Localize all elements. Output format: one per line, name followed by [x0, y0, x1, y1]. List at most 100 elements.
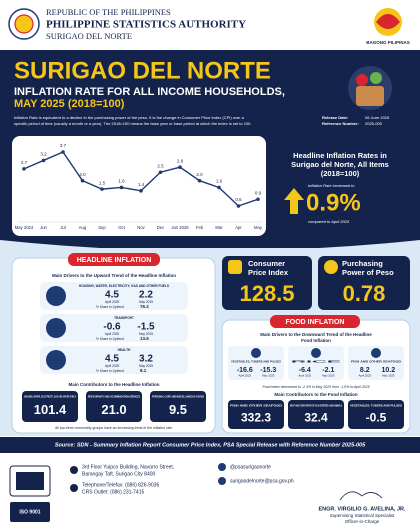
grocery-item — [370, 72, 382, 84]
driver-row — [40, 314, 188, 342]
food-contributors-title: Main Contributors to the Food Inflation — [274, 392, 357, 397]
x-tick-label: Apr — [235, 225, 242, 230]
x-tick-label: May 2024 — [15, 225, 34, 230]
food-tab-text: FOOD INFLATION — [286, 319, 345, 326]
data-label: 2.8 — [177, 158, 184, 163]
period-label: May 2025 — [139, 300, 153, 304]
logo-text: BAGONG PILIPINAS — [366, 40, 410, 45]
period-label: May 2025 — [322, 374, 335, 378]
line-chart: May 2024 2.7 Jun 3.2 Jul 3.7 Aug 2.0 Sep 1.5 Oct 1.… — [15, 143, 263, 230]
period-label: April 2025 — [105, 364, 120, 368]
period-label: April 2025 — [105, 300, 120, 304]
contributor-box — [150, 391, 206, 422]
bagong-pilipinas-mark — [376, 14, 400, 29]
x-tick-label: Dec — [157, 225, 164, 230]
crs-outlet: CRS Outlet: (086) 231-7415 — [82, 489, 144, 495]
data-label: 1.6 — [118, 179, 125, 184]
food-driver-icon — [311, 348, 321, 358]
ppp-value: 0.78 — [343, 281, 386, 306]
driver-name: HOUSING, WATER, ELECTRICITY, GAS AND OTH… — [79, 284, 169, 288]
point — [22, 167, 26, 171]
contributor-value: 332.3 — [241, 411, 271, 425]
food-driver-may: -2.1 — [322, 367, 334, 374]
driver-april: -0.6 — [103, 322, 121, 333]
facebook-icon — [218, 463, 226, 471]
driver-icon — [46, 286, 66, 306]
grocery-bag — [356, 86, 384, 106]
contributor-name: MEAT AND OTHER PARTS OF SLAUGHTERED LAND… — [290, 404, 342, 408]
driver-row — [40, 346, 188, 374]
food-drivers-title: Main Drivers to the Downward Trend of th… — [260, 332, 372, 337]
point — [197, 178, 202, 183]
x-tick-label: May — [254, 225, 263, 230]
summary-title: (2018=100) — [321, 169, 360, 178]
data-label: 2.0 — [196, 172, 203, 177]
contributor-box — [348, 400, 404, 429]
contributor-name: PERSONAL CARE AND MISCELLANEOUS GOODS — [152, 395, 204, 399]
food-driver-may: -15.3 — [260, 367, 276, 374]
point — [139, 189, 143, 193]
food-driver-icon — [251, 348, 261, 358]
x-tick-label: Jan 2025 — [171, 225, 189, 230]
reference-number: 2025-009 — [365, 121, 383, 126]
contributor-name: HOUSING, WATER, ELECTRICITY, GAS AND OTH… — [24, 395, 76, 399]
driver-icon — [46, 350, 66, 370]
point — [158, 170, 163, 175]
headline-contributors-title: Main Contributors to the Headline Inflat… — [69, 382, 160, 387]
country: REPUBLIC OF THE PHILIPPINES — [46, 7, 171, 17]
summary-lead: Inflation Rate increased to — [308, 183, 355, 188]
cpi-label: Price Index — [248, 268, 289, 277]
contributor-name: FISH AND OTHER SEAFOOD — [230, 404, 282, 408]
cpi-card — [222, 256, 312, 310]
driver-april: 4.5 — [105, 290, 119, 301]
x-tick-label: Oct — [118, 225, 125, 230]
x-tick-label: Sep — [98, 225, 106, 230]
address: Barangay Taft, Surigao City 8400 — [82, 471, 156, 477]
share-label: % Share to Uptrend — [96, 305, 124, 309]
food-driver-box — [348, 346, 404, 380]
officer-position: Supervising Statistical Specialist — [330, 513, 395, 518]
period-label: May 2025 — [139, 332, 153, 336]
food-driver-icon — [371, 348, 381, 358]
food-tab — [270, 315, 360, 328]
period-label: April 2025 — [358, 374, 371, 378]
period-label: April 2025 — [298, 374, 311, 378]
share-value: 8.1 — [140, 368, 147, 373]
release-date: 06 June 2025 — [365, 115, 390, 120]
contributor-value: 9.5 — [169, 402, 187, 417]
point — [80, 178, 85, 183]
title-line1: INFLATION RATE FOR ALL INCOME HOUSEHOLDS… — [14, 86, 285, 98]
address: 3rd Floor Yuipco Building, Navarro Stree… — [82, 464, 174, 470]
contributor-box — [288, 400, 344, 429]
data-label: 0.5 — [235, 197, 242, 202]
point — [119, 185, 124, 190]
headline-drivers-title: Main Drivers to the Upward Trend of the … — [52, 273, 176, 278]
data-label: 2.0 — [79, 172, 86, 177]
headline-note: All top three commodity groups have an i… — [54, 426, 173, 430]
point — [217, 185, 221, 190]
ppp-icon — [324, 260, 338, 274]
period-label: May 2025 — [382, 374, 395, 378]
food-driver-name: VEGETABLES, TUBERS AND PULSES — [231, 360, 281, 364]
agency: PHILIPPINE STATISTICS AUTHORITY — [46, 19, 246, 31]
grocery-item — [356, 74, 368, 86]
point — [236, 204, 241, 208]
period-label: April 2025 — [238, 374, 251, 378]
contributor-box — [22, 391, 78, 422]
cpi-value: 128.5 — [239, 281, 294, 306]
driver-icon — [46, 318, 66, 338]
qr-pattern — [16, 472, 44, 490]
driver-may: 3.2 — [139, 354, 153, 365]
data-label: 3.7 — [60, 143, 67, 148]
summary-value: 0.9% — [306, 189, 361, 216]
headline-contributors: HOUSING, WATER, ELECTRICITY, GAS AND OTH… — [22, 391, 206, 422]
share-value: 13.6 — [140, 336, 149, 341]
driver-may: 2.2 — [139, 290, 153, 301]
share-label: % Share to Uptrend — [96, 369, 124, 373]
share-value: 76.2 — [140, 304, 149, 309]
ppp-card — [318, 256, 410, 310]
x-tick-label: Aug — [79, 225, 87, 230]
food-driver-april: -6.4 — [299, 367, 311, 374]
share-label: % Share to Uptrend — [96, 337, 124, 341]
